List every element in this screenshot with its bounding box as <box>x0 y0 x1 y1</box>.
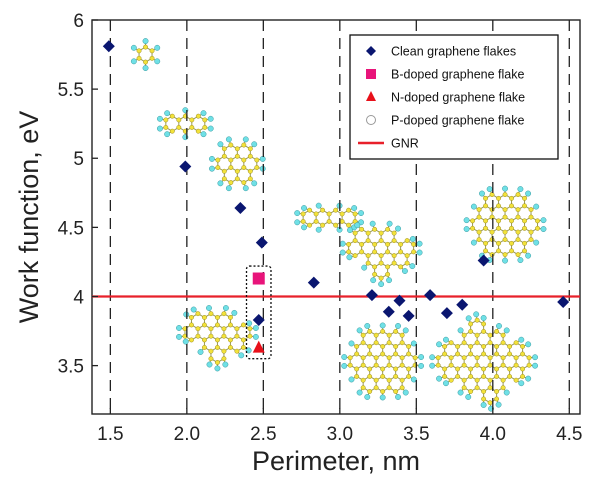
data-points <box>102 40 570 353</box>
legend-label: P-doped graphene flake <box>391 114 524 128</box>
legend-label: Clean graphene flakes <box>391 45 516 59</box>
data-point <box>255 236 268 249</box>
graphene-flake-molecule <box>176 305 259 372</box>
legend-label: N-doped graphene flake <box>391 91 525 105</box>
vertical-dashed-lines <box>109 20 570 414</box>
data-point <box>252 313 265 326</box>
x-axis-title: Perimeter, nm <box>252 446 420 476</box>
doped-flakes-highlight-box <box>245 265 272 360</box>
legend-marker <box>366 46 376 56</box>
legend-box <box>349 34 559 160</box>
legend-marker <box>366 91 376 101</box>
data-point <box>557 296 570 309</box>
y-tick-label: 4 <box>73 287 84 308</box>
x-tick-label: 4.5 <box>556 424 582 445</box>
x-tick-label: 1.5 <box>97 424 123 445</box>
data-point <box>365 289 378 302</box>
legend: Clean graphene flakes B-doped graphene fl… <box>349 34 559 160</box>
legend-label: GNR <box>391 137 419 151</box>
y-axis-title: Work function, eV <box>14 111 44 324</box>
data-point <box>456 298 469 311</box>
data-point <box>477 254 490 267</box>
graphene-flake-molecule <box>341 322 425 401</box>
data-point <box>234 202 247 215</box>
molecule-insets <box>130 38 547 412</box>
legend-marker <box>366 115 376 125</box>
graphene-flake-molecule <box>156 107 214 141</box>
data-point <box>102 40 115 53</box>
data-point <box>179 160 192 173</box>
data-point <box>307 276 320 289</box>
plot-frame <box>91 19 581 415</box>
data-point <box>252 340 265 353</box>
graphene-flake-molecule <box>208 136 266 192</box>
x-tick-label: 2.0 <box>174 424 200 445</box>
x-tick-label: 3.0 <box>327 424 353 445</box>
graphene-flake-molecule <box>463 185 547 264</box>
graphene-flake-molecule <box>294 202 364 233</box>
y-tick-label: 5.5 <box>58 80 84 101</box>
graphene-flake-molecule <box>130 38 161 72</box>
y-tick-label: 4.5 <box>58 218 84 239</box>
legend-label: B-doped graphene flake <box>391 68 524 82</box>
data-point <box>424 289 437 302</box>
y-tick-label: 6 <box>73 11 84 32</box>
data-point <box>393 294 406 307</box>
graphene-flake-molecule <box>339 220 423 288</box>
data-point <box>252 272 265 285</box>
x-tick-label: 2.5 <box>250 424 276 445</box>
data-point <box>440 307 453 320</box>
graphene-flake-molecule <box>429 311 539 412</box>
data-point <box>402 309 415 322</box>
data-point <box>382 305 395 318</box>
y-tick-label: 3.5 <box>58 357 84 378</box>
x-tick-label: 3.5 <box>403 424 429 445</box>
x-tick-label: 4.0 <box>480 424 506 445</box>
legend-marker <box>366 69 376 79</box>
x-axis-ticks: 1.5 2.0 2.5 3.0 3.5 4.0 4.5 <box>97 408 583 445</box>
y-tick-label: 5 <box>73 149 84 170</box>
y-axis-ticks: 3.5 4 4.5 5 5.5 6 <box>58 11 98 378</box>
